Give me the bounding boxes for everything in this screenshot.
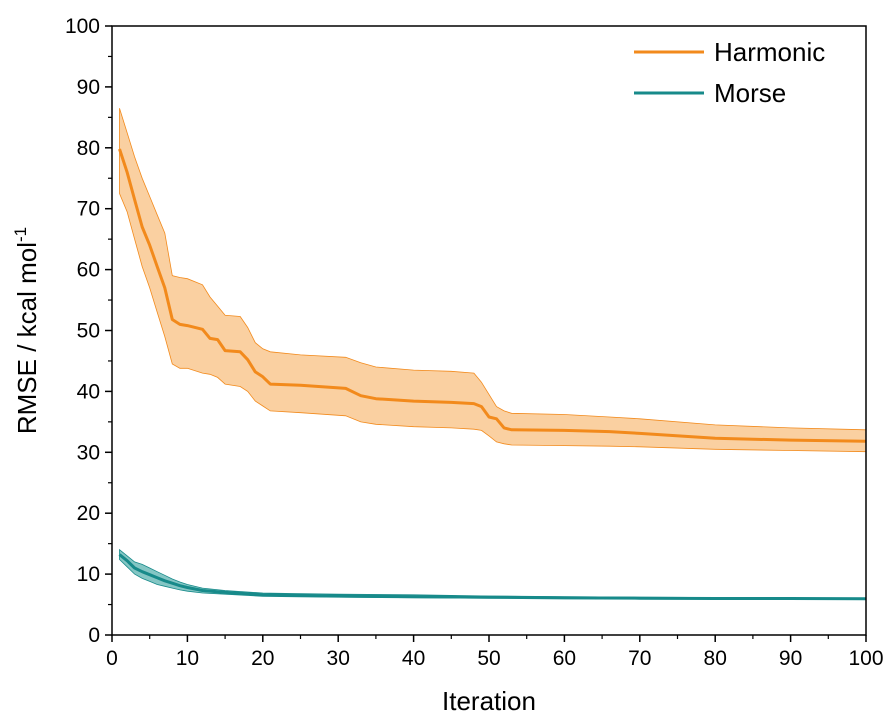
y-tick-label: 70 [77, 198, 100, 221]
x-tick-label: 20 [251, 647, 274, 670]
x-tick-label: 40 [402, 647, 425, 670]
x-tick-label: 30 [327, 647, 350, 670]
y-tick-label: 40 [77, 380, 100, 403]
axis-ticks [105, 25, 867, 642]
confidence-bands [119, 108, 867, 600]
y-tick-label: 60 [77, 259, 100, 282]
legend: Harmonic Morse [634, 37, 825, 108]
series-lines [118, 148, 867, 601]
y-tick-label: 50 [77, 320, 100, 343]
x-tick-label: 60 [553, 647, 576, 670]
x-tick-label: 90 [779, 647, 802, 670]
x-axis-title: Iteration [442, 686, 536, 716]
legend-label-harmonic: Harmonic [714, 37, 825, 67]
x-tick-label: 50 [477, 647, 500, 670]
y-axis-title: RMSE / kcal mol-1 [11, 227, 42, 434]
x-tick-label: 80 [704, 647, 727, 670]
y-tick-label: 100 [65, 15, 100, 38]
y-tick-label: 80 [77, 137, 100, 160]
x-tick-label: 0 [106, 647, 118, 670]
harmonic-band [119, 108, 867, 453]
x-tick-label: 100 [848, 647, 883, 670]
y-tick-label: 10 [77, 563, 100, 586]
tick-labels: 0 10 20 30 40 50 60 70 80 90 100 0 10 20 30 40 50 60 70 80 9… [65, 15, 884, 670]
y-axis-title-main: RMSE / kcal mol [12, 242, 42, 434]
x-tick-label: 70 [628, 647, 651, 670]
legend-label-morse: Morse [714, 78, 786, 108]
morse-line [118, 553, 867, 601]
y-tick-label: 0 [88, 624, 100, 647]
x-tick-label: 10 [176, 647, 199, 670]
y-tick-label: 30 [77, 441, 100, 464]
y-tick-label: 20 [77, 502, 100, 525]
harmonic-line [118, 148, 867, 443]
y-tick-label: 90 [77, 76, 100, 99]
y-axis-title-superscript: -1 [11, 227, 30, 242]
